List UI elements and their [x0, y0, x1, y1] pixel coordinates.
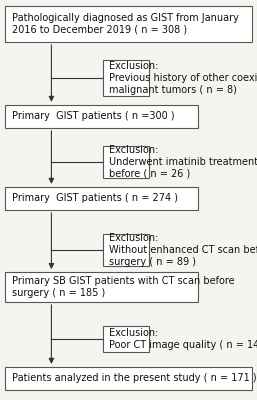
FancyBboxPatch shape	[103, 60, 149, 96]
Text: Primary  GIST patients ( n = 274 ): Primary GIST patients ( n = 274 )	[12, 194, 178, 203]
FancyBboxPatch shape	[5, 105, 198, 128]
FancyBboxPatch shape	[5, 272, 198, 302]
FancyBboxPatch shape	[103, 234, 149, 266]
FancyBboxPatch shape	[5, 187, 198, 210]
Text: Exclusion:
Previous history of other coexisting
malignant tumors ( n = 8): Exclusion: Previous history of other coe…	[109, 61, 257, 95]
Text: Pathologically diagnosed as GIST from January
2016 to December 2019 ( n = 308 ): Pathologically diagnosed as GIST from Ja…	[12, 13, 238, 35]
Text: Primary SB GIST patients with CT scan before
surgery ( n = 185 ): Primary SB GIST patients with CT scan be…	[12, 276, 234, 298]
Text: Exclusion:
Underwent imatinib treatment
before ( n = 26 ): Exclusion: Underwent imatinib treatment …	[109, 145, 257, 178]
Text: Primary  GIST patients ( n =300 ): Primary GIST patients ( n =300 )	[12, 111, 174, 121]
Text: Patients analyzed in the present study ( n = 171 ): Patients analyzed in the present study (…	[12, 374, 256, 383]
FancyBboxPatch shape	[5, 367, 252, 390]
Text: Exclusion:
Poor CT image quality ( n = 14 ): Exclusion: Poor CT image quality ( n = 1…	[109, 328, 257, 350]
FancyBboxPatch shape	[103, 146, 149, 178]
Text: Exclusion:
Without enhanced CT scan before
surgery ( n = 89 ): Exclusion: Without enhanced CT scan befo…	[109, 234, 257, 266]
FancyBboxPatch shape	[103, 326, 149, 352]
FancyBboxPatch shape	[5, 6, 252, 42]
